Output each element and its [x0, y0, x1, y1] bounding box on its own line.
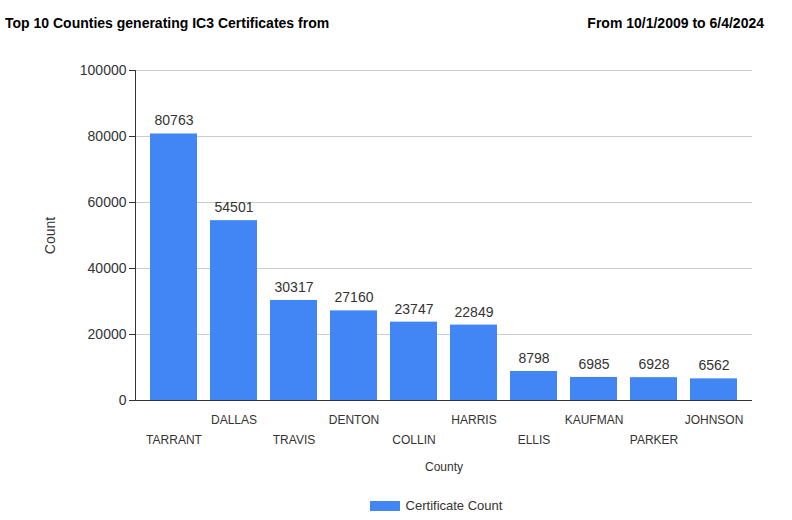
- html-text:From 10/1/2009 to 6/4/2024: From 10/1/2009 to 6/4/2024: [587, 15, 764, 31]
- html-text:Certificate Count: Certificate Count: [405, 498, 503, 513]
- svg-text:22849: 22849: [455, 304, 494, 320]
- svg-text:0: 0: [119, 392, 127, 408]
- svg-text:COLLIN: COLLIN: [392, 433, 435, 447]
- svg-text:TRAVIS: TRAVIS: [273, 433, 315, 447]
- html-text:Top 10 Counties generating IC3: Top 10 Counties generating IC3 Certifica…: [5, 15, 330, 31]
- svg-text:County: County: [425, 460, 463, 474]
- svg-text:HARRIS: HARRIS: [451, 413, 496, 427]
- svg-text:40000: 40000: [88, 260, 127, 276]
- svg-text:PARKER: PARKER: [630, 433, 679, 447]
- svg-text:54501: 54501: [215, 199, 254, 215]
- svg-text:6985: 6985: [578, 356, 609, 372]
- svg-text:6928: 6928: [638, 356, 669, 372]
- svg-text:KAUFMAN: KAUFMAN: [565, 413, 624, 427]
- svg-text:80763: 80763: [155, 112, 194, 128]
- svg-text:23747: 23747: [395, 301, 434, 317]
- svg-text:DENTON: DENTON: [329, 413, 379, 427]
- svg-text:6562: 6562: [698, 357, 729, 373]
- svg-text:80000: 80000: [88, 128, 127, 144]
- svg-text:100000: 100000: [80, 62, 127, 78]
- svg-text:ELLIS: ELLIS: [518, 433, 551, 447]
- svg-text:27160: 27160: [335, 289, 374, 305]
- svg-text:TARRANT: TARRANT: [146, 433, 202, 447]
- svg-text:30317: 30317: [275, 279, 314, 295]
- svg-text:20000: 20000: [88, 326, 127, 342]
- svg-text:JOHNSON: JOHNSON: [685, 413, 744, 427]
- svg-text:60000: 60000: [88, 194, 127, 210]
- svg-text:DALLAS: DALLAS: [211, 413, 257, 427]
- svg-text:8798: 8798: [518, 350, 549, 366]
- svg-text:Count: Count: [42, 217, 58, 254]
